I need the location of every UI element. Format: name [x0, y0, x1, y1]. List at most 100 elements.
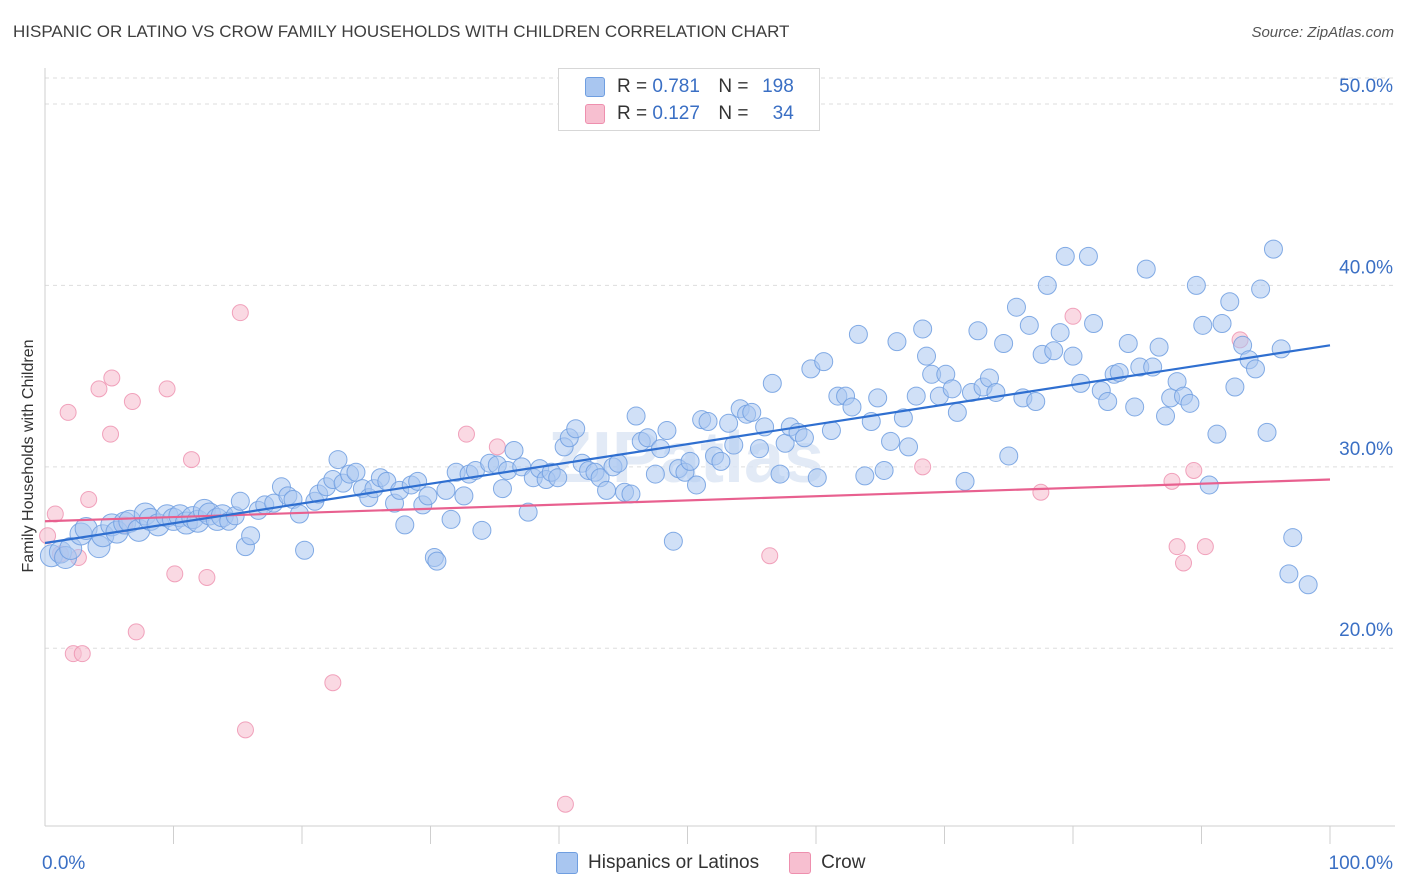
crow-point [103, 369, 121, 387]
grid-lines [45, 77, 1395, 649]
hispanic-point [711, 451, 731, 471]
hispanic-point [230, 491, 250, 511]
hispanic-point [749, 439, 769, 459]
pink-swatch [789, 852, 812, 874]
r-label: R = [617, 76, 648, 97]
hispanic-point [1245, 359, 1265, 379]
y-tick-label: 20.0% [1339, 620, 1393, 641]
chart-title: HISPANIC OR LATINO VS CROW FAMILY HOUSEH… [13, 22, 790, 41]
hispanic-point [814, 352, 834, 372]
hispanic-point [794, 428, 814, 448]
hispanic-point [1050, 323, 1070, 343]
hispanic-point [686, 475, 706, 495]
hispanic-point [1225, 377, 1245, 397]
hispanic-point [1212, 314, 1232, 334]
crow-point [123, 393, 141, 411]
hispanic-point [1149, 337, 1169, 357]
hispanic-point [597, 480, 617, 500]
hispanic-point [770, 464, 790, 484]
hispanic-point [698, 411, 718, 431]
hispanic-point [906, 386, 926, 406]
hispanic-point [1263, 239, 1283, 259]
n-value: 198 [762, 76, 794, 97]
crow-point [914, 458, 932, 476]
crow-point [73, 645, 91, 663]
stats-row-crow: R = 0.127 N = 34 [585, 102, 794, 126]
hispanic-point [1251, 279, 1271, 299]
crow-point [127, 623, 145, 641]
hispanic-point [855, 466, 875, 486]
hispanic-point [1180, 393, 1200, 413]
hispanic-point [955, 471, 975, 491]
hispanic-point [645, 464, 665, 484]
hispanic-point [1118, 333, 1138, 353]
hispanic-point [1098, 392, 1118, 412]
series-legend: Hispanics or Latinos Crow [556, 852, 895, 874]
hispanic-point [893, 408, 913, 428]
hispanic-point [968, 321, 988, 341]
x-tick-label: 100.0% [1329, 853, 1394, 874]
crow-point [198, 568, 216, 586]
hispanic-point [1026, 392, 1046, 412]
hispanic-point [626, 406, 646, 426]
hispanic-point [1283, 528, 1303, 548]
legend-item-crow[interactable]: Crow [789, 852, 865, 874]
crow-point [457, 425, 475, 443]
crow-point [236, 721, 254, 739]
hispanic-point [887, 332, 907, 352]
hispanic-point [395, 515, 415, 535]
crow-point [166, 565, 184, 583]
hispanic-point [899, 437, 919, 457]
legend-item-hispanic[interactable]: Hispanics or Latinos [556, 852, 759, 874]
crow-point [1064, 307, 1082, 325]
n-label: N = [718, 76, 749, 97]
trend-lines [44, 344, 1331, 545]
hispanic-point [947, 402, 967, 422]
n-label: N = [718, 103, 749, 124]
hispanic-point [1199, 475, 1219, 495]
hispanic-point [548, 468, 568, 488]
hispanic-point [1186, 275, 1206, 295]
hispanic-point [842, 397, 862, 417]
pink-swatch [585, 104, 605, 124]
hispanic-point [999, 446, 1019, 466]
crow-point [231, 304, 249, 322]
r-label: R = [617, 103, 648, 124]
n-value: 34 [772, 103, 794, 124]
stats-row-hispanic: R = 0.781 N = 198 [585, 75, 794, 99]
hispanic-point [994, 333, 1014, 353]
hispanic-point [346, 462, 366, 482]
hispanic-point [1019, 315, 1039, 335]
hispanic-point [762, 373, 782, 393]
crow-point [182, 451, 200, 469]
hispanic-point [1156, 406, 1176, 426]
hispanic-point [492, 479, 512, 499]
hispanic-point [241, 526, 261, 546]
r-value: 0.781 [652, 76, 700, 97]
hispanic-point [1298, 575, 1318, 595]
hispanic-point [1207, 424, 1227, 444]
legend-label: Hispanics or Latinos [588, 852, 760, 873]
crow-point [1185, 461, 1203, 479]
hispanic-point [1125, 397, 1145, 417]
hispanic-point [1044, 341, 1064, 361]
source-credit: Source: ZipAtlas.com [1251, 24, 1394, 41]
crow-point [158, 380, 176, 398]
hispanic-point [454, 486, 474, 506]
crow-point [1168, 538, 1186, 556]
stats-legend: R = 0.781 N = 198 R = 0.127 N = 34 [558, 68, 820, 131]
hispanic-point [436, 480, 456, 500]
hispanic-point [1271, 339, 1291, 359]
crow-point [46, 505, 64, 523]
hispanic-point [1078, 246, 1098, 266]
crow-point [90, 380, 108, 398]
hispanic-point [874, 460, 894, 480]
hispanic-points [39, 239, 1318, 595]
hispanic-point [621, 484, 641, 504]
hispanic-point [1063, 346, 1083, 366]
hispanic-point [719, 413, 739, 433]
crow-point [556, 795, 574, 813]
crow-point [1032, 483, 1050, 501]
hispanic-point [942, 379, 962, 399]
